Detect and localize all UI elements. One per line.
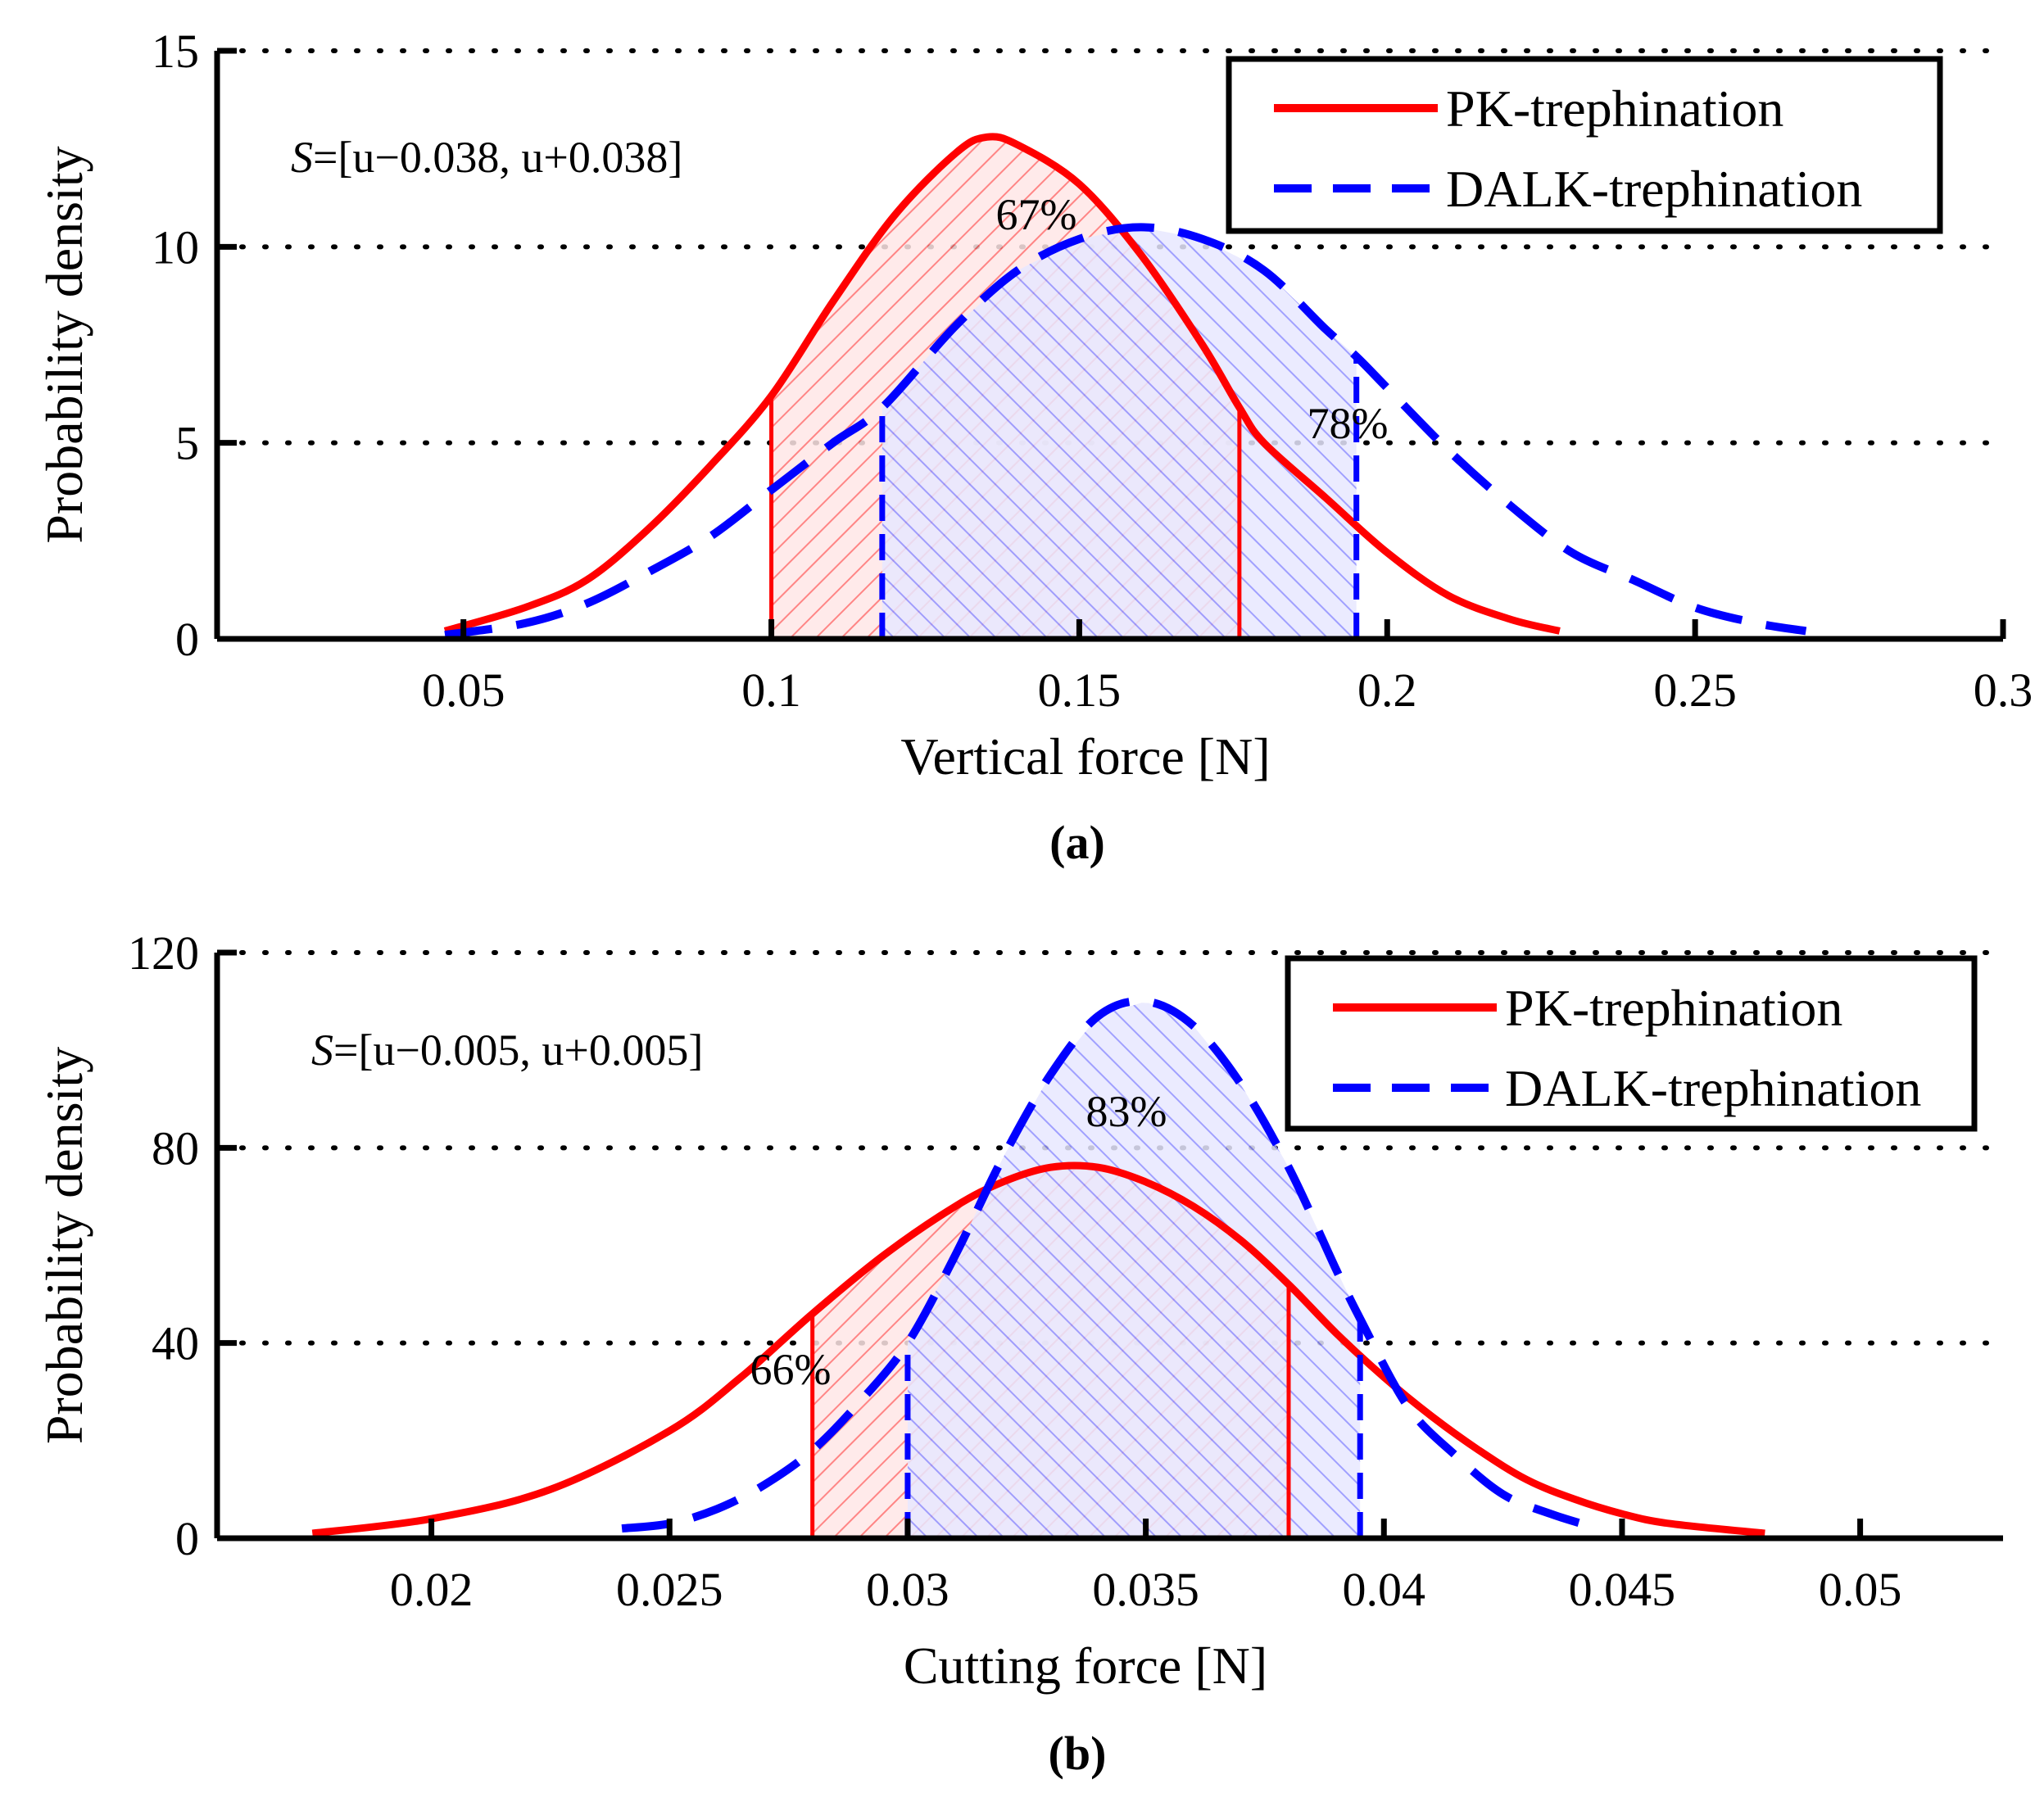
series-line-pk xyxy=(311,1161,1765,1537)
x-tick-label: 0.3 xyxy=(1974,663,2033,717)
x-tick-label: 0.04 xyxy=(1343,1563,1426,1616)
x-tick-label: 0.03 xyxy=(866,1563,949,1616)
chart-panel-a: 67% 78% 0 5 10 15 0.05 0.1 0.15 0.2 0.25 0.3 Vertica… xyxy=(35,25,2033,869)
series-line-dalk xyxy=(621,997,1600,1533)
panel-caption: (b) xyxy=(1049,1727,1107,1780)
y-tick-label: 5 xyxy=(175,417,199,470)
region-label-pk: 66% xyxy=(750,1345,832,1394)
interval-var: S xyxy=(291,133,313,182)
chart-panel-b: 66% 83% 0 40 80 120 0.02 0.025 0.03 0.035 0.04 0.04… xyxy=(35,926,2005,1780)
x-axis-label: Cutting force [N] xyxy=(904,1637,1267,1695)
y-tick-label: 0 xyxy=(175,613,199,666)
x-tick-label: 0.045 xyxy=(1569,1563,1676,1616)
x-axis-label: Vertical force [N] xyxy=(900,727,1270,785)
x-tick-label: 0.025 xyxy=(616,1563,723,1616)
x-tick-label: 0.2 xyxy=(1357,663,1417,717)
y-tick-label: 40 xyxy=(152,1317,199,1370)
y-tick-label: 15 xyxy=(152,25,199,78)
y-axis-label: Probability density xyxy=(35,1047,93,1444)
y-tick-label: 10 xyxy=(152,220,199,274)
legend-label-dalk: DALK-trephination xyxy=(1505,1059,1921,1117)
x-tick-label: 0.05 xyxy=(1819,1563,1902,1616)
interval-text: =[u−0.038, u+0.038] xyxy=(313,133,682,182)
region-label-pk: 67% xyxy=(996,190,1077,239)
legend-box xyxy=(1226,56,1943,234)
x-tick-label: 0.25 xyxy=(1653,663,1737,717)
interval-annotation: S=[u−0.005, u+0.005] xyxy=(311,1025,703,1075)
x-tick-label: 0.05 xyxy=(422,663,505,717)
y-tick-label: 80 xyxy=(152,1121,199,1175)
legend-label-pk: PK-trephination xyxy=(1446,79,1783,138)
interval-var: S xyxy=(311,1025,333,1075)
legend-label-dalk: DALK-trephination xyxy=(1446,160,1862,218)
y-tick-label: 0 xyxy=(175,1512,199,1565)
panel-caption: (a) xyxy=(1049,816,1105,869)
series-line-pk xyxy=(443,133,1561,635)
x-tick-label: 0.02 xyxy=(390,1563,474,1616)
y-tick-label: 120 xyxy=(128,926,199,980)
interval-text: =[u−0.005, u+0.005] xyxy=(333,1025,703,1075)
hatched-region-dalk xyxy=(907,1003,1361,1538)
x-tick-label: 0.15 xyxy=(1038,663,1122,717)
legend-label-pk: PK-trephination xyxy=(1505,979,1842,1037)
x-tick-label: 0.1 xyxy=(741,663,801,717)
region-label-dalk: 83% xyxy=(1086,1087,1167,1136)
series-line-dalk xyxy=(444,223,1807,640)
x-tick-label: 0.035 xyxy=(1092,1563,1199,1616)
legend-box xyxy=(1285,955,1978,1132)
region-label-dalk: 78% xyxy=(1308,399,1389,448)
interval-annotation: S=[u−0.038, u+0.038] xyxy=(291,133,682,182)
y-axis-label: Probability density xyxy=(35,146,93,543)
